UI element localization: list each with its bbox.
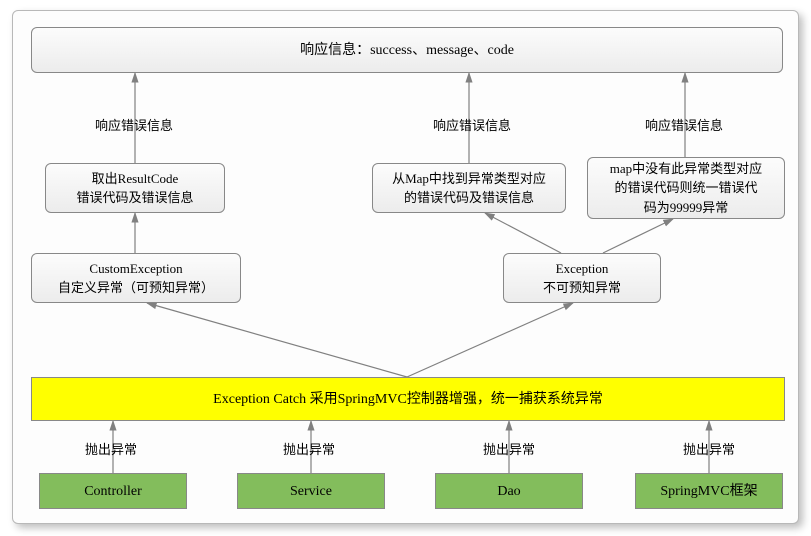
node-label: map中没有此异常类型对应的错误代码则统一错误代码为99999异常 <box>610 159 762 218</box>
node-label: Service <box>290 481 332 502</box>
edge-label: 抛出异常 <box>283 439 335 458</box>
node-label: Dao <box>497 481 520 502</box>
node-result-code: 取出ResultCode错误代码及错误信息 <box>45 163 225 213</box>
node-label: 取出ResultCode错误代码及错误信息 <box>76 169 193 208</box>
edge-label: 抛出异常 <box>85 439 137 458</box>
node-controller: Controller <box>39 473 187 509</box>
diagram-frame: 响应信息：success、message、code 取出ResultCode错误… <box>12 10 799 524</box>
node-label: Exception不可预知异常 <box>543 259 621 298</box>
node-map-not-found: map中没有此异常类型对应的错误代码则统一错误代码为99999异常 <box>587 157 785 219</box>
node-exception: Exception不可预知异常 <box>503 253 661 303</box>
node-label: SpringMVC框架 <box>660 481 757 502</box>
node-dao: Dao <box>435 473 583 509</box>
edge-label: 响应错误信息 <box>433 115 511 134</box>
node-custom-exception: CustomException自定义异常（可预知异常） <box>31 253 241 303</box>
edge-label: 响应错误信息 <box>645 115 723 134</box>
node-map-found: 从Map中找到异常类型对应的错误代码及错误信息 <box>372 163 566 213</box>
node-catch: Exception Catch 采用SpringMVC控制器增强，统一捕获系统异… <box>31 377 785 421</box>
node-label: Exception Catch 采用SpringMVC控制器增强，统一捕获系统异… <box>213 389 603 410</box>
node-service: Service <box>237 473 385 509</box>
node-label: Controller <box>84 481 142 502</box>
node-springmvc: SpringMVC框架 <box>635 473 783 509</box>
node-label: CustomException自定义异常（可预知异常） <box>58 259 214 298</box>
diagram-canvas: 响应信息：success、message、code 取出ResultCode错误… <box>0 0 811 536</box>
node-label: 响应信息：success、message、code <box>300 40 514 61</box>
node-label: 从Map中找到异常类型对应的错误代码及错误信息 <box>392 169 546 208</box>
edge-label: 抛出异常 <box>483 439 535 458</box>
edge-label: 响应错误信息 <box>95 115 173 134</box>
edge-label: 抛出异常 <box>683 439 735 458</box>
node-response-top: 响应信息：success、message、code <box>31 27 783 73</box>
